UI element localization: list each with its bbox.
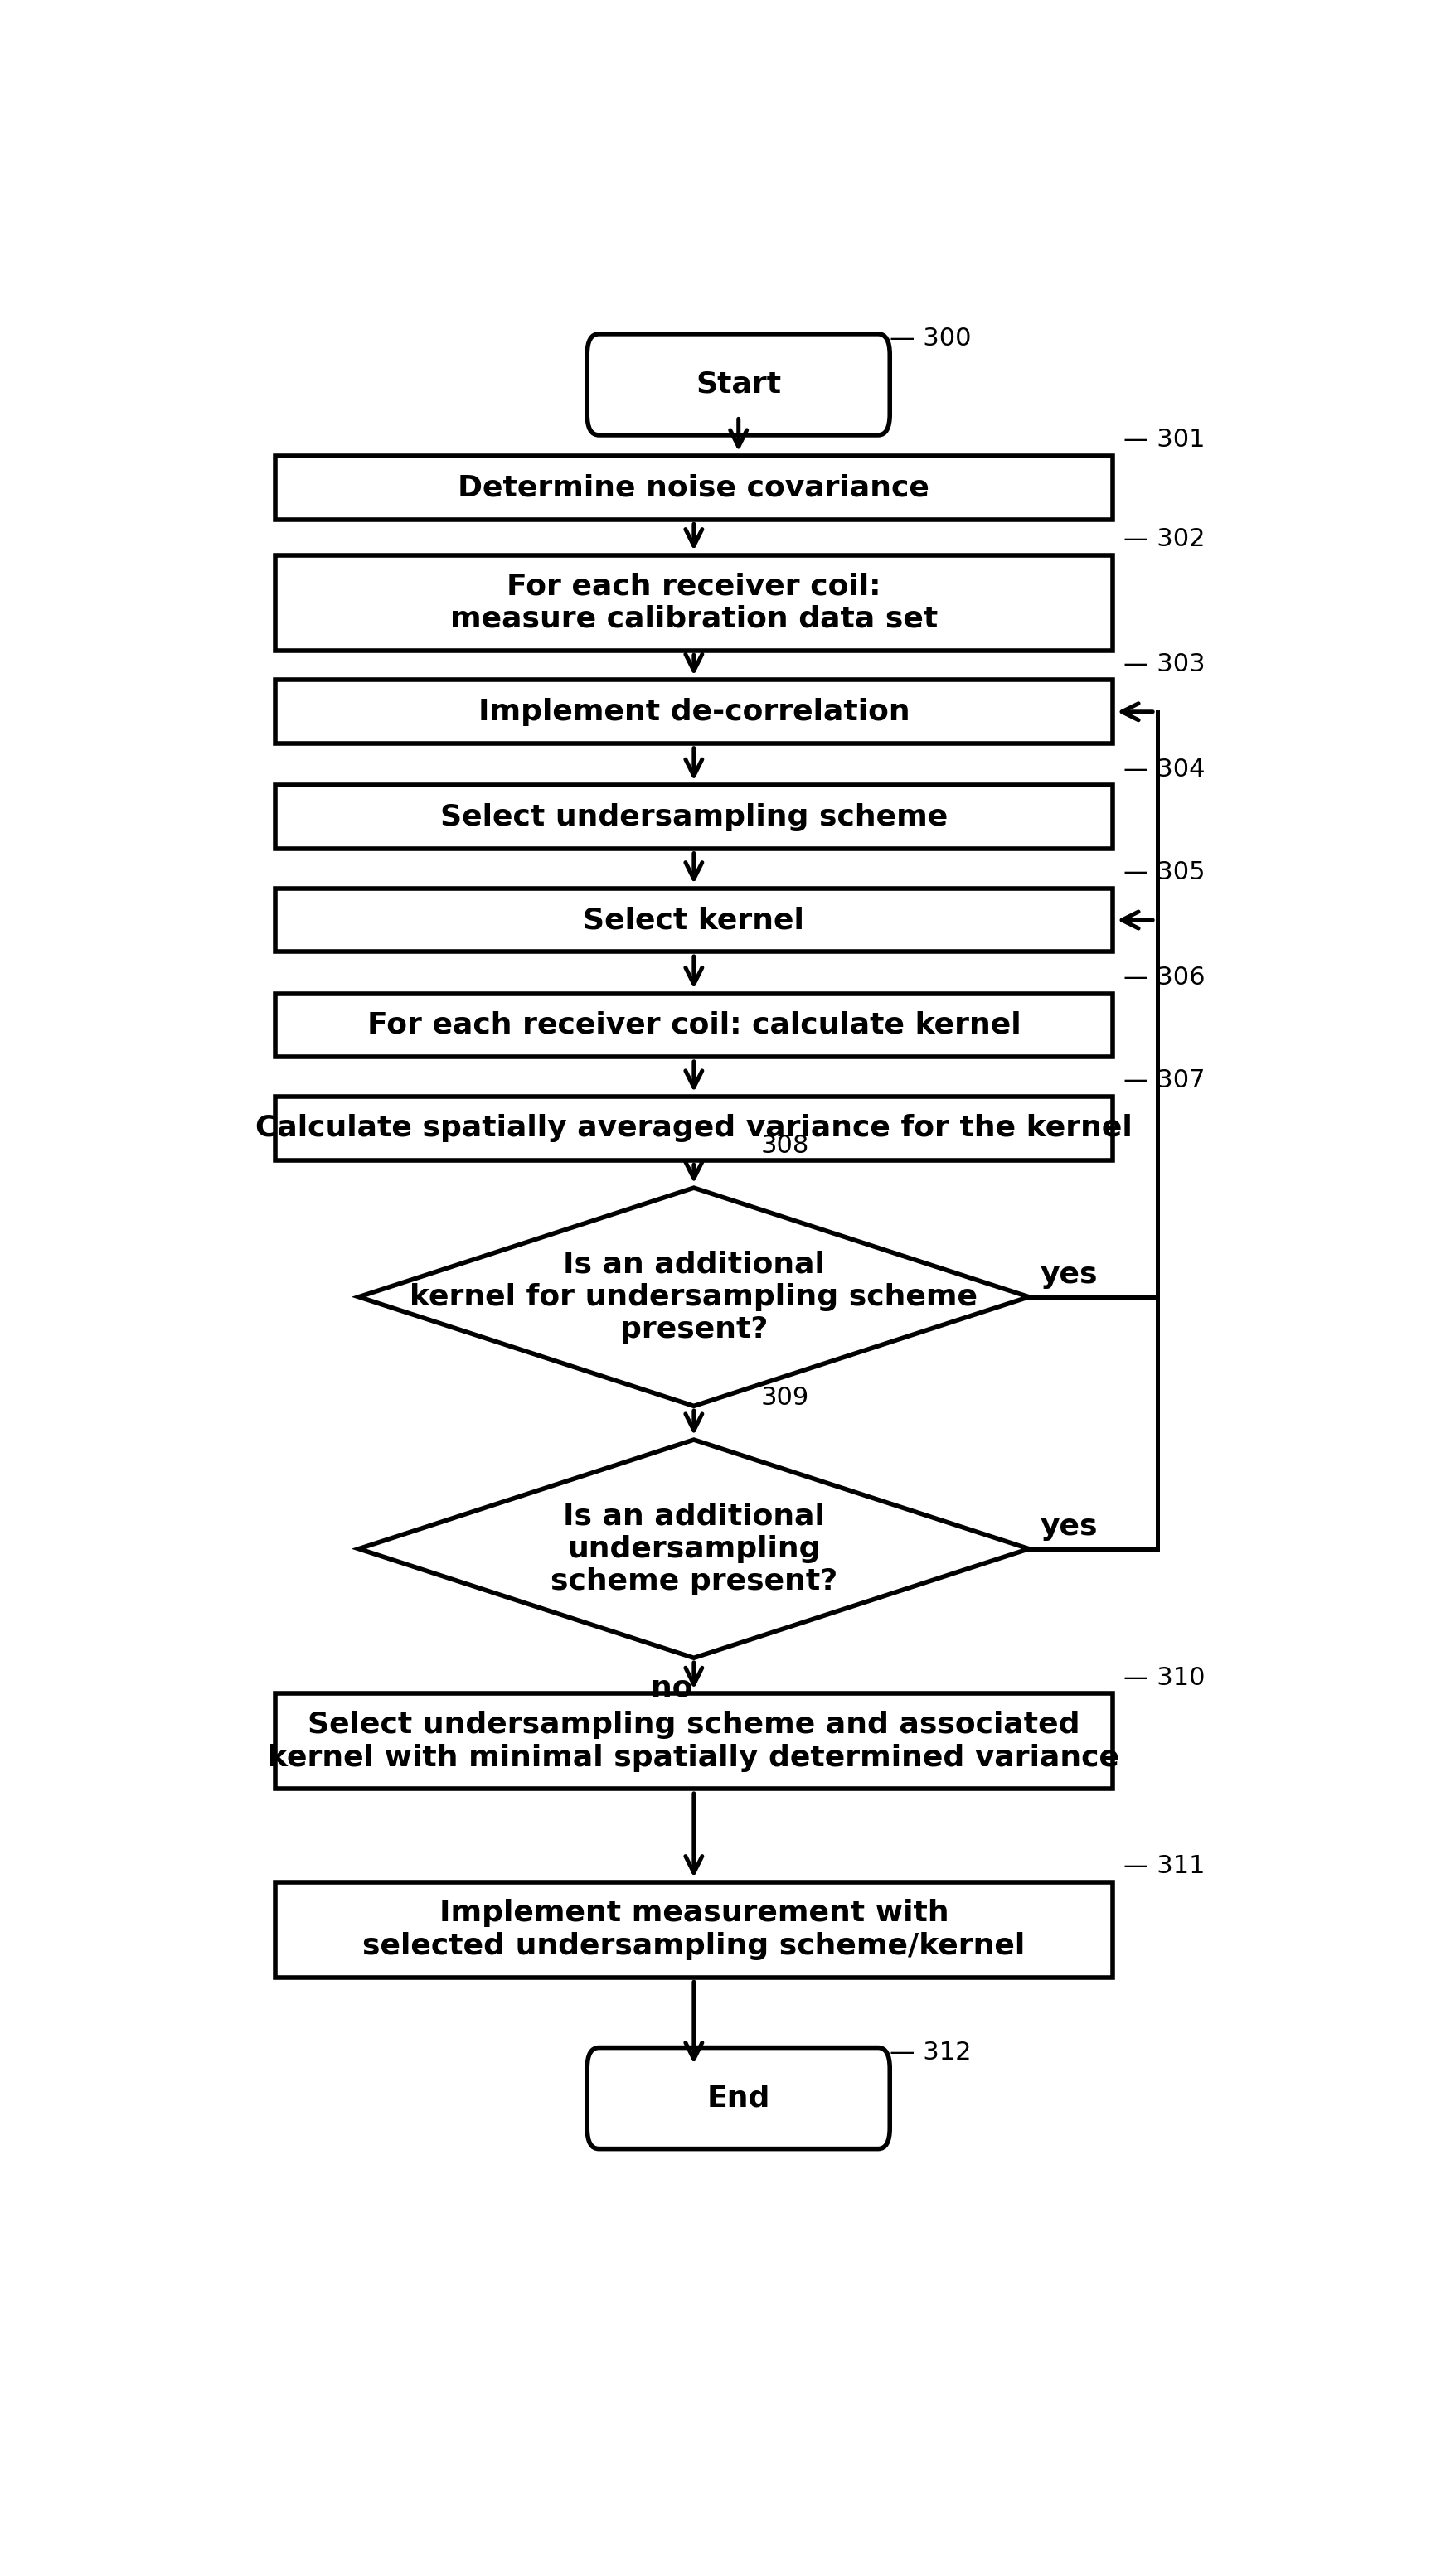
Text: yes: yes bbox=[1040, 1260, 1098, 1288]
FancyBboxPatch shape bbox=[586, 335, 891, 435]
Text: — 305: — 305 bbox=[1124, 860, 1206, 884]
Text: — 312: — 312 bbox=[889, 2040, 971, 2063]
Text: Select undersampling scheme and associated
kernel with minimal spatially determi: Select undersampling scheme and associat… bbox=[268, 1710, 1120, 1772]
Text: — 310: — 310 bbox=[1124, 1667, 1206, 1690]
Bar bbox=[275, 889, 1112, 951]
Text: — 301: — 301 bbox=[1124, 428, 1206, 451]
Text: — 304: — 304 bbox=[1124, 757, 1206, 781]
Text: Implement measurement with
selected undersampling scheme/kernel: Implement measurement with selected unde… bbox=[363, 1899, 1025, 1960]
Text: Select kernel: Select kernel bbox=[584, 907, 804, 935]
Text: Calculate spatially averaged variance for the kernel: Calculate spatially averaged variance fo… bbox=[255, 1115, 1133, 1141]
Text: Start: Start bbox=[696, 371, 781, 399]
Bar bbox=[275, 786, 1112, 848]
Text: For each receiver coil: calculate kernel: For each receiver coil: calculate kernel bbox=[367, 1012, 1020, 1038]
Bar bbox=[275, 680, 1112, 744]
Text: 309: 309 bbox=[761, 1386, 810, 1409]
Text: Implement de-correlation: Implement de-correlation bbox=[478, 698, 909, 726]
Text: yes: yes bbox=[1040, 1512, 1098, 1540]
Text: Determine noise covariance: Determine noise covariance bbox=[458, 474, 929, 502]
Text: no: no bbox=[650, 1674, 693, 1703]
Text: For each receiver coil:
measure calibration data set: For each receiver coil: measure calibrat… bbox=[450, 572, 938, 634]
Text: Select undersampling scheme: Select undersampling scheme bbox=[440, 804, 948, 832]
Bar bbox=[275, 1883, 1112, 1978]
Text: — 302: — 302 bbox=[1124, 528, 1206, 551]
Bar bbox=[275, 456, 1112, 520]
FancyBboxPatch shape bbox=[586, 2048, 891, 2148]
Text: 308: 308 bbox=[761, 1133, 810, 1159]
Bar bbox=[275, 1097, 1112, 1159]
Text: — 306: — 306 bbox=[1124, 966, 1206, 989]
Text: — 311: — 311 bbox=[1124, 1855, 1206, 1878]
Text: End: End bbox=[708, 2084, 769, 2112]
Polygon shape bbox=[359, 1188, 1029, 1406]
Text: — 307: — 307 bbox=[1124, 1069, 1206, 1092]
Bar bbox=[275, 1692, 1112, 1788]
Bar bbox=[275, 994, 1112, 1056]
Text: Is an additional
undersampling
scheme present?: Is an additional undersampling scheme pr… bbox=[550, 1502, 837, 1595]
Bar bbox=[275, 554, 1112, 649]
Text: Is an additional
kernel for undersampling scheme
present?: Is an additional kernel for undersamplin… bbox=[409, 1249, 978, 1345]
Text: — 300: — 300 bbox=[889, 327, 971, 350]
Polygon shape bbox=[359, 1440, 1029, 1659]
Text: — 303: — 303 bbox=[1124, 652, 1206, 675]
